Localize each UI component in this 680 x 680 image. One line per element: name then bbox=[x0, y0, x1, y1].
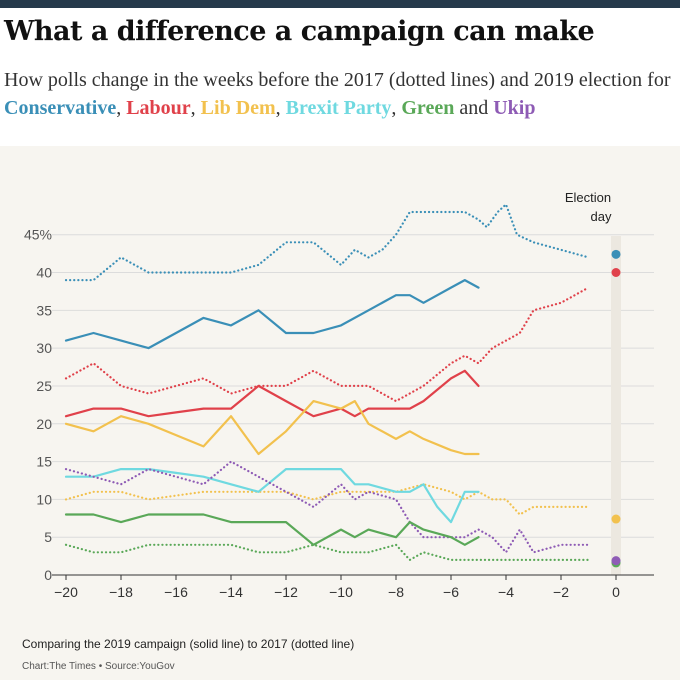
subtitle-party-brexit: Brexit Party bbox=[285, 97, 392, 119]
y-tick-label: 45% bbox=[24, 227, 52, 243]
subtitle-separator: , bbox=[391, 97, 402, 119]
annotation-election-day: day bbox=[591, 209, 612, 224]
subtitle-intro: How polls change in the weeks before the… bbox=[4, 69, 671, 91]
x-tick-label: −12 bbox=[274, 584, 298, 600]
series-line-ukip-2017 bbox=[64, 460, 590, 554]
series-line-green-2017 bbox=[64, 543, 590, 561]
result-dot-ukip bbox=[611, 556, 621, 566]
subtitle-separator: and bbox=[454, 97, 494, 119]
x-tick-label: −20 bbox=[54, 584, 78, 600]
x-tick-label: −8 bbox=[388, 584, 404, 600]
x-tick-label: −16 bbox=[164, 584, 188, 600]
y-tick-label: 0 bbox=[44, 567, 52, 583]
x-tick-label: −14 bbox=[219, 584, 243, 600]
subtitle-party-ukip: Ukip bbox=[493, 97, 536, 119]
subtitle-party-lib-dem: Lib Dem bbox=[200, 97, 276, 119]
chart-title: What a difference a campaign can make bbox=[4, 16, 595, 47]
series-line-labour-2017 bbox=[64, 286, 590, 403]
y-tick-label: 10 bbox=[36, 491, 52, 507]
y-tick-label: 25 bbox=[36, 378, 52, 394]
chart-footnote: Comparing the 2019 campaign (solid line)… bbox=[22, 637, 355, 651]
series-line-green-2019 bbox=[64, 513, 480, 546]
y-tick-label: 40 bbox=[36, 265, 52, 281]
subtitle-separator: , bbox=[116, 97, 127, 119]
result-dot-lib-dem bbox=[611, 514, 621, 524]
y-tick-label: 20 bbox=[36, 416, 52, 432]
subtitle-party-conservative: Conservative bbox=[4, 97, 117, 119]
x-tick-label: −10 bbox=[329, 584, 353, 600]
series-line-lib-dem-2017 bbox=[64, 483, 590, 516]
subtitle-separator: , bbox=[190, 97, 201, 119]
series-line-brexit-party-2019 bbox=[64, 468, 480, 524]
x-tick-label: 0 bbox=[612, 584, 620, 600]
y-tick-label: 5 bbox=[44, 529, 52, 545]
y-tick-label: 15 bbox=[36, 454, 52, 470]
subtitle-party-green: Green bbox=[401, 97, 455, 119]
series-line-labour-2019 bbox=[64, 369, 480, 418]
y-tick-label: 35 bbox=[36, 302, 52, 318]
y-tick-label: 30 bbox=[36, 340, 52, 356]
chart-subtitle: How polls change in the weeks before the… bbox=[4, 66, 676, 122]
result-dot-labour bbox=[611, 268, 621, 277]
chart-source: Chart:The Times • Source:YouGov bbox=[22, 661, 175, 672]
top-bar bbox=[0, 0, 680, 8]
x-tick-label: −18 bbox=[109, 584, 133, 600]
series-line-conservative-2019 bbox=[64, 279, 480, 350]
x-tick-label: −6 bbox=[443, 584, 459, 600]
election-day-band bbox=[611, 236, 621, 575]
annotation-election-day: Election bbox=[565, 190, 611, 205]
subtitle-separator: , bbox=[275, 97, 286, 119]
result-dot-conservative bbox=[611, 249, 621, 259]
subtitle-party-labour: Labour bbox=[126, 97, 191, 119]
x-tick-label: −2 bbox=[553, 584, 569, 600]
series-line-conservative-2017 bbox=[64, 203, 590, 282]
x-tick-label: −4 bbox=[498, 584, 514, 600]
series-line-lib-dem-2019 bbox=[64, 400, 480, 456]
